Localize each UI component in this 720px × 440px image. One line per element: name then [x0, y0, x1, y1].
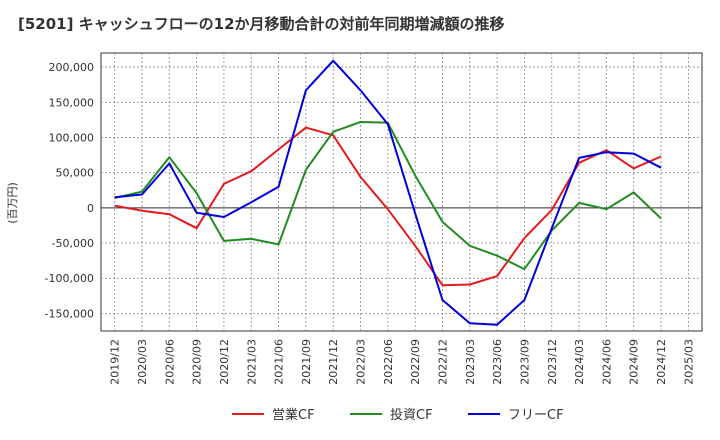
x-tick-label: 2022/12	[436, 339, 449, 385]
plot-area: 200,000 150,000 100,000 50,000 0 -50,000 -100,…	[45, 52, 703, 385]
x-tick-label: 2021/09	[300, 339, 313, 385]
x-tick-label: 2024/06	[600, 339, 613, 385]
x-tick-label: 2022/09	[409, 339, 422, 385]
x-tick-label: 2023/03	[464, 339, 477, 385]
x-tick-label: 2020/09	[191, 339, 204, 385]
legend-label: 営業CF	[272, 407, 315, 423]
y-tick-label: 50,000	[56, 167, 95, 180]
y-tick-label: 200,000	[49, 61, 95, 74]
x-tick-label: 2023/09	[518, 339, 531, 385]
series-line-3	[114, 59, 662, 326]
legend-label: フリーCF	[508, 408, 564, 423]
legend-label: 投資CF	[390, 407, 433, 423]
y-axis-label: (百万円)	[6, 182, 19, 224]
y-tick-label: -100,000	[45, 272, 94, 285]
x-tick-label: 2022/03	[355, 339, 368, 385]
x-tick-label: 2025/03	[682, 339, 695, 385]
x-tick-label: 2020/03	[136, 339, 149, 385]
x-tick-label: 2023/12	[546, 339, 559, 385]
x-tick-label: 2024/03	[573, 339, 586, 385]
x-tick-label: 2020/06	[163, 339, 176, 385]
y-tick-label: -150,000	[45, 307, 94, 320]
x-tick-label: 2021/12	[327, 339, 340, 385]
y-tick-label: 100,000	[49, 131, 95, 144]
x-tick-label: 2023/06	[491, 339, 504, 385]
x-tick-label: 2024/12	[655, 339, 668, 385]
chart-title: [5201] キャッシュフローの12か月移動合計の対前年同期増減額の推移	[18, 15, 505, 33]
x-tick-label: 2019/12	[109, 339, 122, 385]
x-tick-label: 2024/09	[628, 339, 641, 385]
y-tick-label: 150,000	[49, 96, 95, 109]
y-tick-label: 0	[87, 202, 94, 215]
x-tick-label: 2021/06	[273, 339, 286, 385]
x-tick-label: 2022/06	[382, 339, 395, 385]
y-tick-label: -50,000	[52, 237, 94, 250]
legend: 営業CF 投資CF フリーCF	[232, 407, 564, 423]
plot-frame	[100, 52, 703, 332]
x-tick-label: 2021/03	[245, 339, 258, 385]
x-tick-label: 2020/12	[218, 339, 231, 385]
